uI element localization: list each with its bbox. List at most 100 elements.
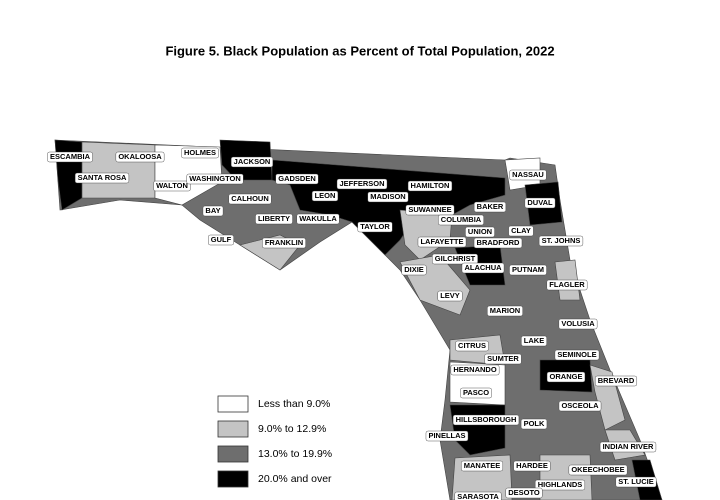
county-label-box [296, 213, 340, 225]
county-label-box [262, 237, 306, 249]
county-label: PASCO [463, 388, 489, 397]
county-label-box [535, 479, 585, 491]
county-label: HAMILTON [411, 181, 450, 190]
county-label: JEFFERSON [339, 179, 384, 188]
county-label-box [450, 364, 500, 376]
county-label-box [407, 180, 453, 192]
county-label: VOLUSIA [561, 319, 595, 328]
county-label: SARASOTA [457, 492, 499, 500]
county-label: GILCHRIST [435, 254, 476, 263]
county-label-box [558, 400, 602, 412]
county-label-box [367, 191, 409, 203]
county-label-box [186, 173, 244, 185]
county-label: SUWANNEE [408, 205, 451, 214]
county-label: SEMINOLE [557, 350, 596, 359]
county-label: ESCAMBIA [50, 152, 91, 161]
county-label-box [487, 305, 523, 317]
county-label-box [508, 225, 534, 237]
county-label: PINELLAS [428, 431, 465, 440]
county-label-box [473, 201, 507, 213]
county-label-box [425, 430, 469, 442]
county-label-box [615, 476, 657, 488]
county-label: NASSAU [512, 170, 544, 179]
county-label: JACKSON [234, 157, 271, 166]
county-label-box [47, 151, 93, 163]
county-label-box [336, 178, 388, 190]
county-label: LEON [315, 191, 336, 200]
county-label: FRANKLIN [265, 238, 303, 247]
county-label: BRADFORD [477, 238, 520, 247]
county-label-box [311, 190, 339, 202]
county-label: DIXIE [404, 265, 424, 274]
county-label: WASHINGTON [189, 174, 241, 183]
county-label-box [546, 371, 586, 383]
county-label-box [230, 156, 274, 168]
county-label-box [595, 375, 637, 387]
county-label: WALTON [156, 181, 188, 190]
county-label: DUVAL [527, 198, 553, 207]
county-label: OKALOOSA [118, 152, 162, 161]
county-label: BAY [205, 206, 220, 215]
county-label: DESOTO [508, 488, 540, 497]
county-label-box [438, 214, 484, 226]
county-label-box [432, 253, 478, 265]
county-label: COLUMBIA [441, 215, 482, 224]
county-label-box [558, 318, 598, 330]
county-label-box [255, 213, 293, 225]
county-label-box [153, 180, 191, 192]
county-label: INDIAN RIVER [603, 442, 654, 451]
county-label: POLK [524, 419, 545, 428]
legend-swatch [217, 420, 249, 438]
county-label-box [513, 460, 551, 472]
county-label-box [568, 464, 628, 476]
legend-swatch [217, 470, 249, 488]
county-label-box [417, 236, 467, 248]
county-label-box [473, 237, 523, 249]
county-label: OKEECHOBEE [571, 465, 624, 474]
county-label: HARDEE [516, 461, 548, 470]
county-label-box [465, 226, 495, 238]
county-label-box [461, 262, 505, 274]
county-label: OSCEOLA [561, 401, 599, 410]
county-label-box [546, 279, 588, 291]
county-label: LEVY [440, 291, 460, 300]
county-label: CITRUS [458, 341, 486, 350]
county-label-box [509, 264, 547, 276]
county-label-box [115, 151, 165, 163]
legend-swatch [217, 395, 249, 413]
county-label: PUTNAM [512, 265, 544, 274]
county-label-box [461, 460, 503, 472]
county-label-box [538, 235, 584, 247]
county-label: GADSDEN [278, 174, 316, 183]
county-label-box [181, 147, 219, 159]
county-label-box [452, 414, 520, 426]
county-label-box [405, 204, 455, 216]
county-label-box [401, 264, 427, 276]
county-label-box [74, 172, 130, 184]
county-label: CLAY [511, 226, 531, 235]
county-label: FLAGLER [549, 280, 585, 289]
county-label-box [521, 335, 547, 347]
legend-swatch [217, 445, 249, 463]
county-label-box [554, 349, 600, 361]
county-label-box [524, 197, 556, 209]
county-label: LAKE [524, 336, 544, 345]
county-label-box [437, 290, 463, 302]
county-label: ORANGE [550, 372, 583, 381]
county-label-box [275, 173, 319, 185]
county-label-box [357, 221, 393, 233]
county-label: ST. LUCIE [618, 477, 653, 486]
county-label-box [520, 418, 548, 430]
county-label: GULF [211, 235, 232, 244]
county-label: CALHOUN [231, 194, 269, 203]
legend-label: 9.0% to 12.9% [258, 423, 326, 435]
county-label-box [484, 353, 522, 365]
legend-label: Less than 9.0% [258, 398, 330, 410]
legend-label: 20.0% and over [258, 473, 332, 485]
county-label: HERNANDO [453, 365, 497, 374]
county-label: HIGHLANDS [538, 480, 583, 489]
county-label: WAKULLA [299, 214, 337, 223]
county-label: BREVARD [598, 376, 635, 385]
county-label-box [455, 340, 489, 352]
